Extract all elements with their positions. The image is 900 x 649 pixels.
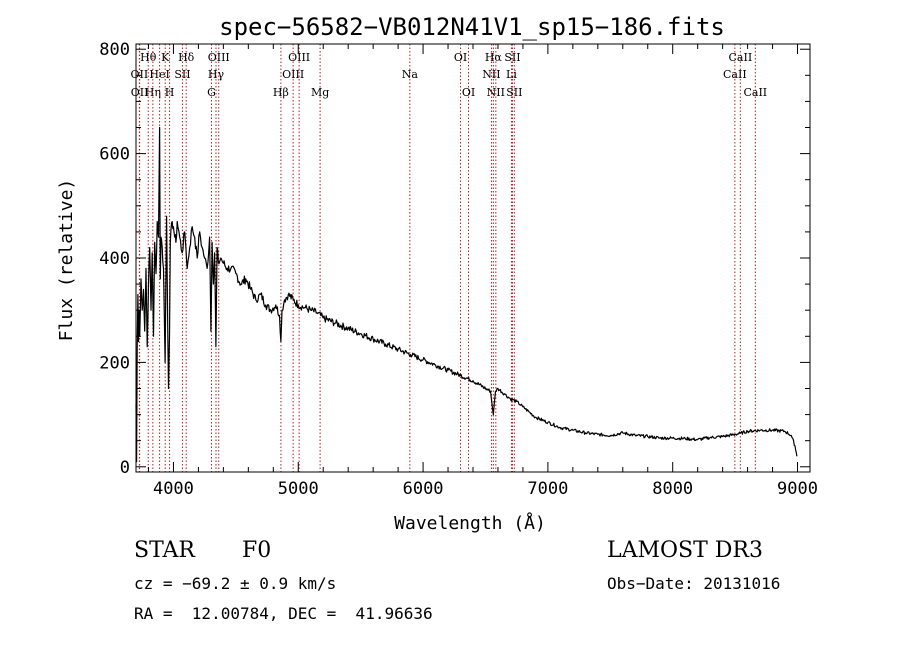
x-tick-label: 5000	[278, 479, 319, 499]
line-marker-label-22: SII	[504, 51, 520, 64]
line-marker-label-20: Hα	[485, 51, 503, 64]
spectral-line-markers	[138, 44, 756, 472]
line-marker-label-9: G	[207, 86, 216, 99]
line-marker-label-14: OIII	[288, 51, 310, 64]
object-class: STAR	[134, 538, 195, 563]
line-marker-label-7: SII	[174, 68, 190, 81]
x-tick-label: 9000	[777, 479, 818, 499]
coordinates-text: RA = 12.00784, DEC = 41.96636	[134, 604, 433, 623]
x-tick-label: 4000	[153, 479, 194, 499]
line-marker-label-10: Hγ	[208, 68, 225, 81]
redshift-text: cz = −69.2 ± 0.9 km/s	[134, 574, 337, 593]
line-marker-label-3: Hη	[145, 86, 161, 99]
line-marker-label-16: Na	[402, 68, 419, 81]
line-marker-label-6: H	[165, 86, 175, 99]
x-tick-label: 8000	[652, 479, 693, 499]
line-marker-label-27: CaII	[743, 86, 767, 99]
line-marker-label-8: Hδ	[178, 51, 195, 64]
object-subclass: F0	[242, 538, 272, 563]
line-marker-label-21: NII	[487, 86, 505, 99]
line-marker-label-11: OIII	[208, 51, 230, 64]
line-marker-label-26: CaII	[729, 51, 753, 64]
line-marker-label-12: Hβ	[273, 86, 289, 99]
line-marker-label-1: OII	[131, 68, 149, 81]
observation-date: Obs−Date: 20131016	[607, 574, 781, 593]
spectrum-series-line	[135, 126, 798, 463]
y-tick-label: 0	[120, 458, 130, 478]
axis-ticks	[136, 44, 810, 472]
spectral-line-labels: HθOIIOIIHηHeIKHSIIHδGHγOIIIHβOIIIOIIIMgN…	[131, 51, 768, 99]
survey-name: LAMOST DR3	[607, 538, 763, 563]
line-marker-label-24: SII	[506, 86, 522, 99]
line-marker-label-13: OIII	[282, 68, 304, 81]
x-tick-label: 6000	[403, 479, 444, 499]
line-marker-label-15: Mg	[311, 86, 329, 99]
line-marker-label-4: HeI	[149, 68, 169, 81]
y-tick-label: 400	[99, 249, 130, 269]
x-tick-label: 7000	[527, 479, 568, 499]
line-marker-label-25: CaII	[723, 68, 747, 81]
line-marker-label-5: K	[161, 51, 170, 64]
plot-frame	[135, 43, 811, 473]
line-marker-label-2: OII	[131, 86, 149, 99]
line-marker-label-19: NII	[482, 68, 500, 81]
axis-tick-labels: 4000 5000 6000 7000 8000 9000 0 200 400 600 800	[99, 40, 818, 499]
line-marker-label-0: Hθ	[140, 51, 157, 64]
y-tick-label: 200	[99, 353, 130, 373]
chart-title: spec−56582−VB012N41V1_sp15−186.fits	[219, 13, 725, 41]
line-marker-label-17: OI	[454, 51, 467, 64]
line-marker-label-23: Li	[506, 68, 517, 81]
y-tick-label: 600	[99, 145, 130, 165]
x-axis-label: Wavelength (Å)	[394, 512, 546, 534]
y-axis-label: Flux (relative)	[56, 179, 77, 342]
y-tick-label: 800	[99, 40, 130, 60]
line-marker-label-18: OI	[462, 86, 475, 99]
